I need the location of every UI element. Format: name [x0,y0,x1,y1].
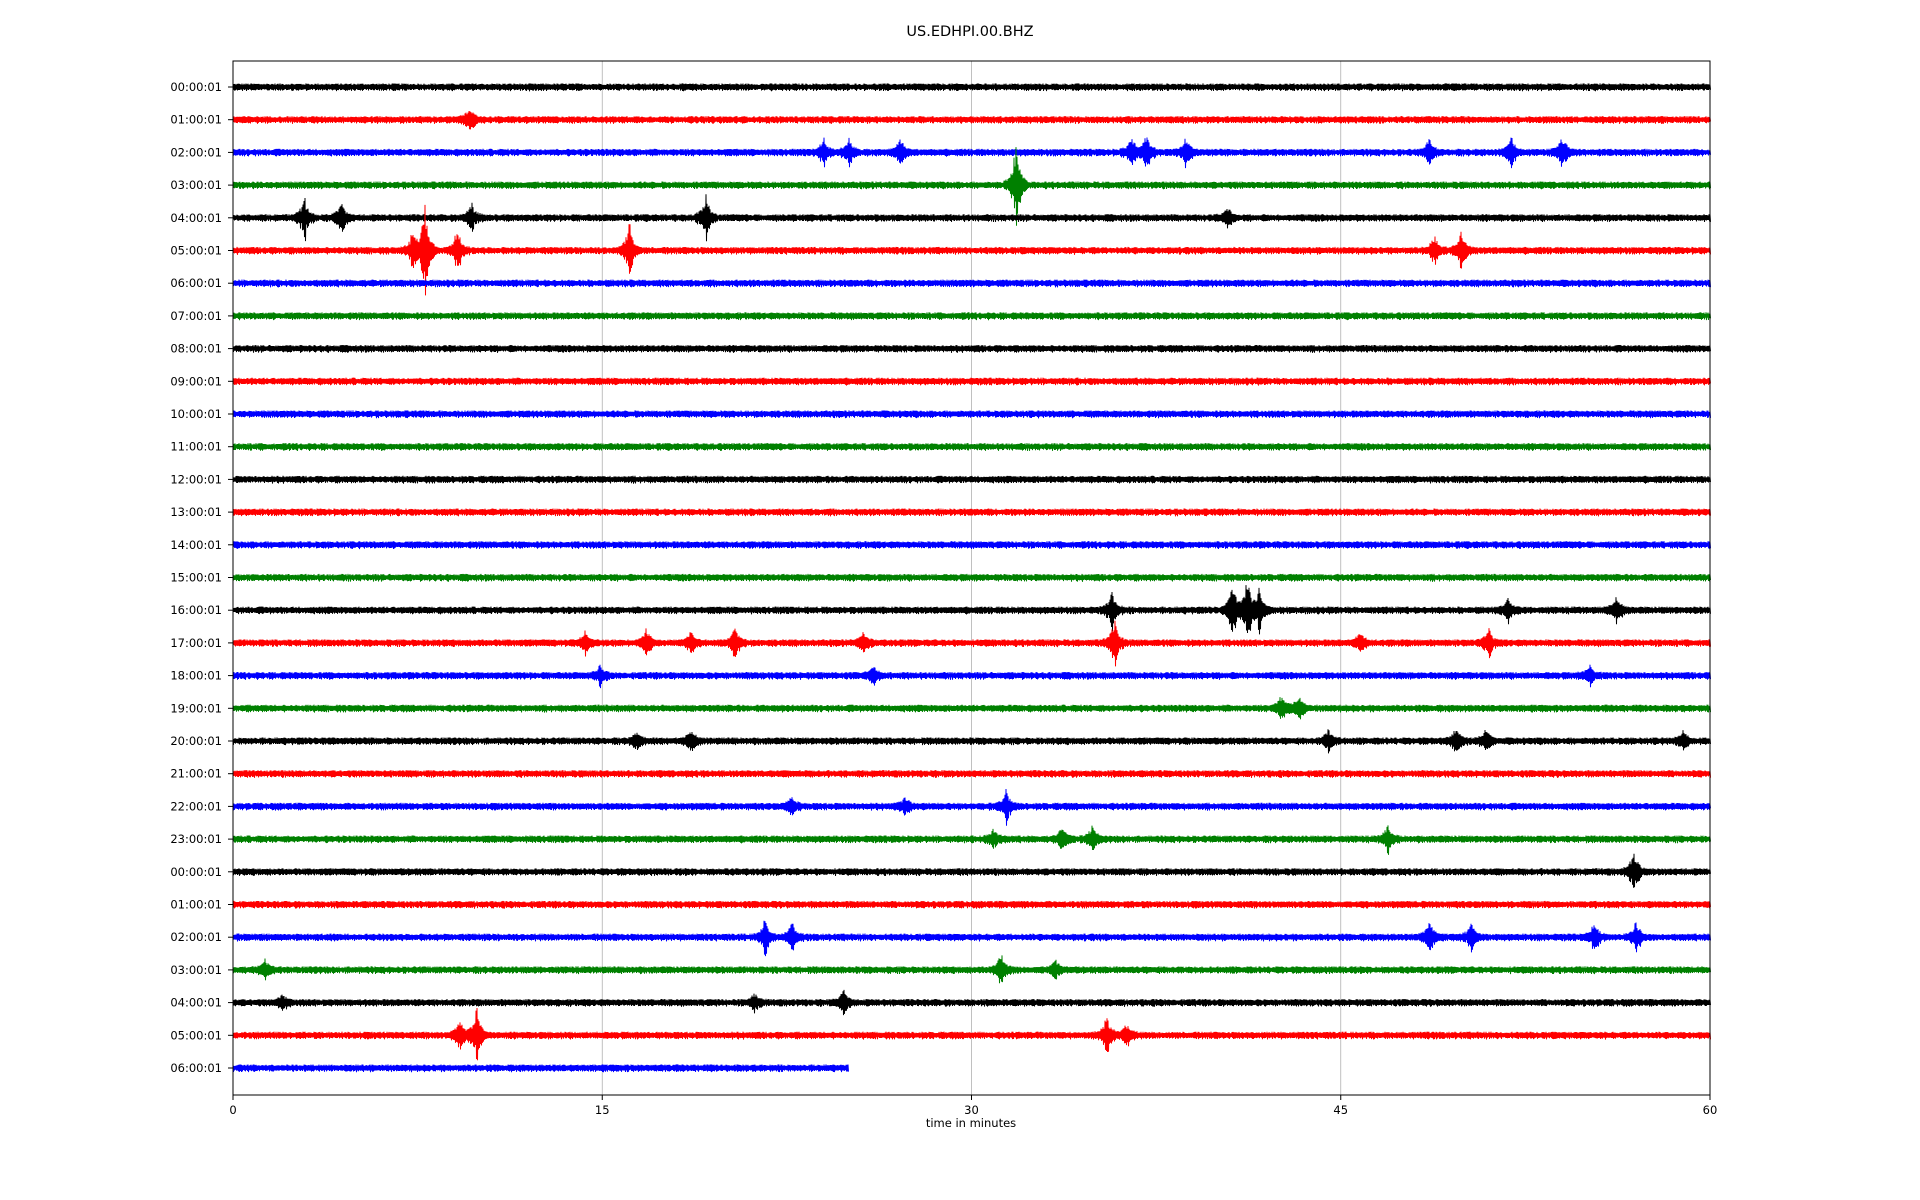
row-time-label: 23:00:01 [170,832,222,846]
row-time-label: 04:00:01 [170,211,222,225]
seismogram-trace [232,729,1711,754]
seismogram-trace [232,475,1711,484]
row-time-label: 09:00:01 [170,374,222,388]
row-time-label: 03:00:01 [170,178,222,192]
chart-title: US.EDHPI.00.BHZ [906,24,1033,40]
seismogram-trace [232,377,1711,386]
seismogram-trace [232,344,1711,353]
row-time-label: 05:00:01 [170,244,222,258]
seismogram-traces [232,83,1711,1073]
seismogram-trace [232,920,1711,957]
seismogram-trace [232,585,1711,635]
row-time-label: 15:00:01 [170,571,222,585]
seismogram-trace [232,110,1711,130]
seismogram-trace [232,508,1711,517]
row-time-label: 16:00:01 [170,603,222,617]
row-time-label: 18:00:01 [170,669,222,683]
row-time-label: 00:00:01 [170,865,222,879]
x-axis-label: time in minutes [926,1116,1016,1130]
row-time-label: 06:00:01 [170,1061,222,1075]
x-axis-ticks: 0 15 30 45 60 [229,1095,1717,1117]
row-time-label: 05:00:01 [170,1028,222,1042]
x-tick-label: 60 [1703,1103,1718,1117]
seismogram-trace [232,664,1711,689]
seismogram-trace [232,1007,1711,1061]
seismogram-trace [232,312,1711,321]
seismogram-trace [232,443,1711,452]
seismogram-trace [232,410,1711,419]
row-time-label: 13:00:01 [170,505,222,519]
seismogram-trace [232,1064,849,1073]
row-time-label: 06:00:01 [170,276,222,290]
row-time-label: 03:00:01 [170,963,222,977]
row-time-label: 04:00:01 [170,996,222,1010]
row-time-label: 20:00:01 [170,734,222,748]
seismogram-trace [232,573,1711,582]
row-time-label: 02:00:01 [170,930,222,944]
seismogram-trace [232,541,1711,550]
x-tick-label: 15 [595,1103,610,1117]
seismogram-trace [232,147,1711,226]
row-time-label: 01:00:01 [170,113,222,127]
row-time-label: 08:00:01 [170,342,222,356]
seismogram-trace [232,83,1711,92]
seismogram-trace [232,620,1711,667]
row-time-label: 07:00:01 [170,309,222,323]
seismogram-trace [232,204,1711,296]
row-time-label: 14:00:01 [170,538,222,552]
seismogram-trace [232,853,1711,888]
seismogram-trace [232,770,1711,778]
row-time-label: 02:00:01 [170,145,222,159]
seismogram-trace [232,137,1711,169]
seismogram-trace [232,279,1711,288]
row-time-label: 22:00:01 [170,799,222,813]
seismogram-trace [232,194,1711,242]
row-time-label: 00:00:01 [170,80,222,94]
x-tick-label: 30 [964,1103,979,1117]
row-time-label: 17:00:01 [170,636,222,650]
seismogram-trace [232,825,1711,855]
row-time-labels: 00:00:01 01:00:01 02:00:01 03:00:01 04:00:01… [170,80,233,1075]
row-time-label: 19:00:01 [170,701,222,715]
row-time-label: 11:00:01 [170,440,222,454]
x-tick-label: 45 [1333,1103,1348,1117]
row-time-label: 21:00:01 [170,767,222,781]
seismogram-trace [232,697,1711,720]
seismogram-trace [232,788,1711,826]
seismogram-trace [232,900,1711,909]
seismogram-trace [232,955,1711,984]
row-time-label: 10:00:01 [170,407,222,421]
seismogram-trace [232,989,1711,1016]
x-tick-label: 0 [229,1103,236,1117]
row-time-label: 01:00:01 [170,898,222,912]
plot-frame [232,60,1711,1096]
row-time-label: 12:00:01 [170,472,222,486]
